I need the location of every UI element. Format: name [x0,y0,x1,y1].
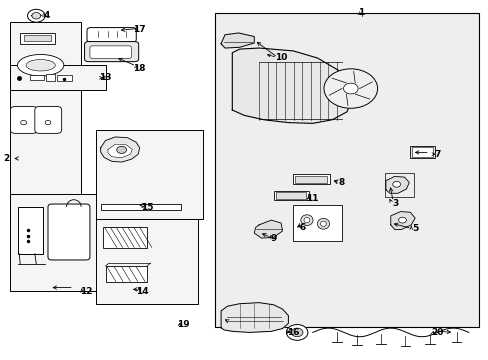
Bar [103,226,147,248]
FancyBboxPatch shape [48,204,90,260]
Bar [411,147,432,157]
Polygon shape [221,33,254,48]
Bar [215,13,478,327]
Text: 12: 12 [80,287,92,296]
Circle shape [291,328,303,337]
Text: 8: 8 [338,178,345,187]
Text: 3: 3 [392,199,398,208]
Bar [24,35,51,41]
Bar [293,174,329,184]
Text: 17: 17 [133,25,146,34]
Bar [275,192,305,199]
Bar [273,191,308,200]
Circle shape [117,146,126,153]
Text: 2: 2 [3,154,10,163]
Bar [18,207,43,253]
Polygon shape [385,176,408,193]
FancyBboxPatch shape [84,41,139,62]
Bar [46,74,55,81]
Circle shape [392,181,400,187]
Bar [384,173,413,197]
FancyBboxPatch shape [90,46,131,58]
Bar [295,176,326,183]
Text: 7: 7 [433,150,439,159]
Text: 5: 5 [411,224,417,233]
Text: 11: 11 [306,194,318,203]
FancyBboxPatch shape [87,28,136,42]
Bar [96,130,203,220]
FancyBboxPatch shape [10,107,37,134]
Circle shape [324,69,377,108]
Bar [10,65,105,90]
Text: 19: 19 [177,320,189,329]
Polygon shape [221,303,288,332]
Circle shape [27,9,45,22]
Text: 1: 1 [358,8,364,17]
Text: 6: 6 [299,223,305,232]
Bar [105,266,147,282]
Polygon shape [108,144,132,158]
Bar [96,220,198,304]
Polygon shape [390,212,414,229]
Text: 9: 9 [270,234,276,243]
Bar [409,146,434,158]
Ellipse shape [18,54,64,76]
Circle shape [45,121,51,125]
Bar [10,194,105,291]
Ellipse shape [317,219,329,229]
Polygon shape [254,220,282,238]
Bar [20,33,55,44]
Text: 18: 18 [133,64,145,73]
Bar [57,75,72,81]
Bar [10,22,81,223]
Text: 20: 20 [430,328,443,337]
Bar [101,204,181,211]
Circle shape [32,13,41,19]
Circle shape [343,83,357,94]
Text: 14: 14 [136,287,148,296]
Polygon shape [232,48,351,123]
FancyBboxPatch shape [35,107,61,134]
Ellipse shape [320,221,326,226]
Circle shape [20,121,26,125]
Text: 15: 15 [141,203,153,212]
Circle shape [286,324,307,340]
Ellipse shape [26,59,55,71]
Text: 16: 16 [286,328,299,337]
Text: 4: 4 [44,10,50,19]
Ellipse shape [304,217,309,223]
Ellipse shape [300,215,312,226]
Bar [30,75,43,80]
Text: 10: 10 [274,53,286,62]
Circle shape [398,217,406,223]
Polygon shape [101,137,140,162]
Bar [293,205,341,241]
Text: 13: 13 [99,73,112,82]
